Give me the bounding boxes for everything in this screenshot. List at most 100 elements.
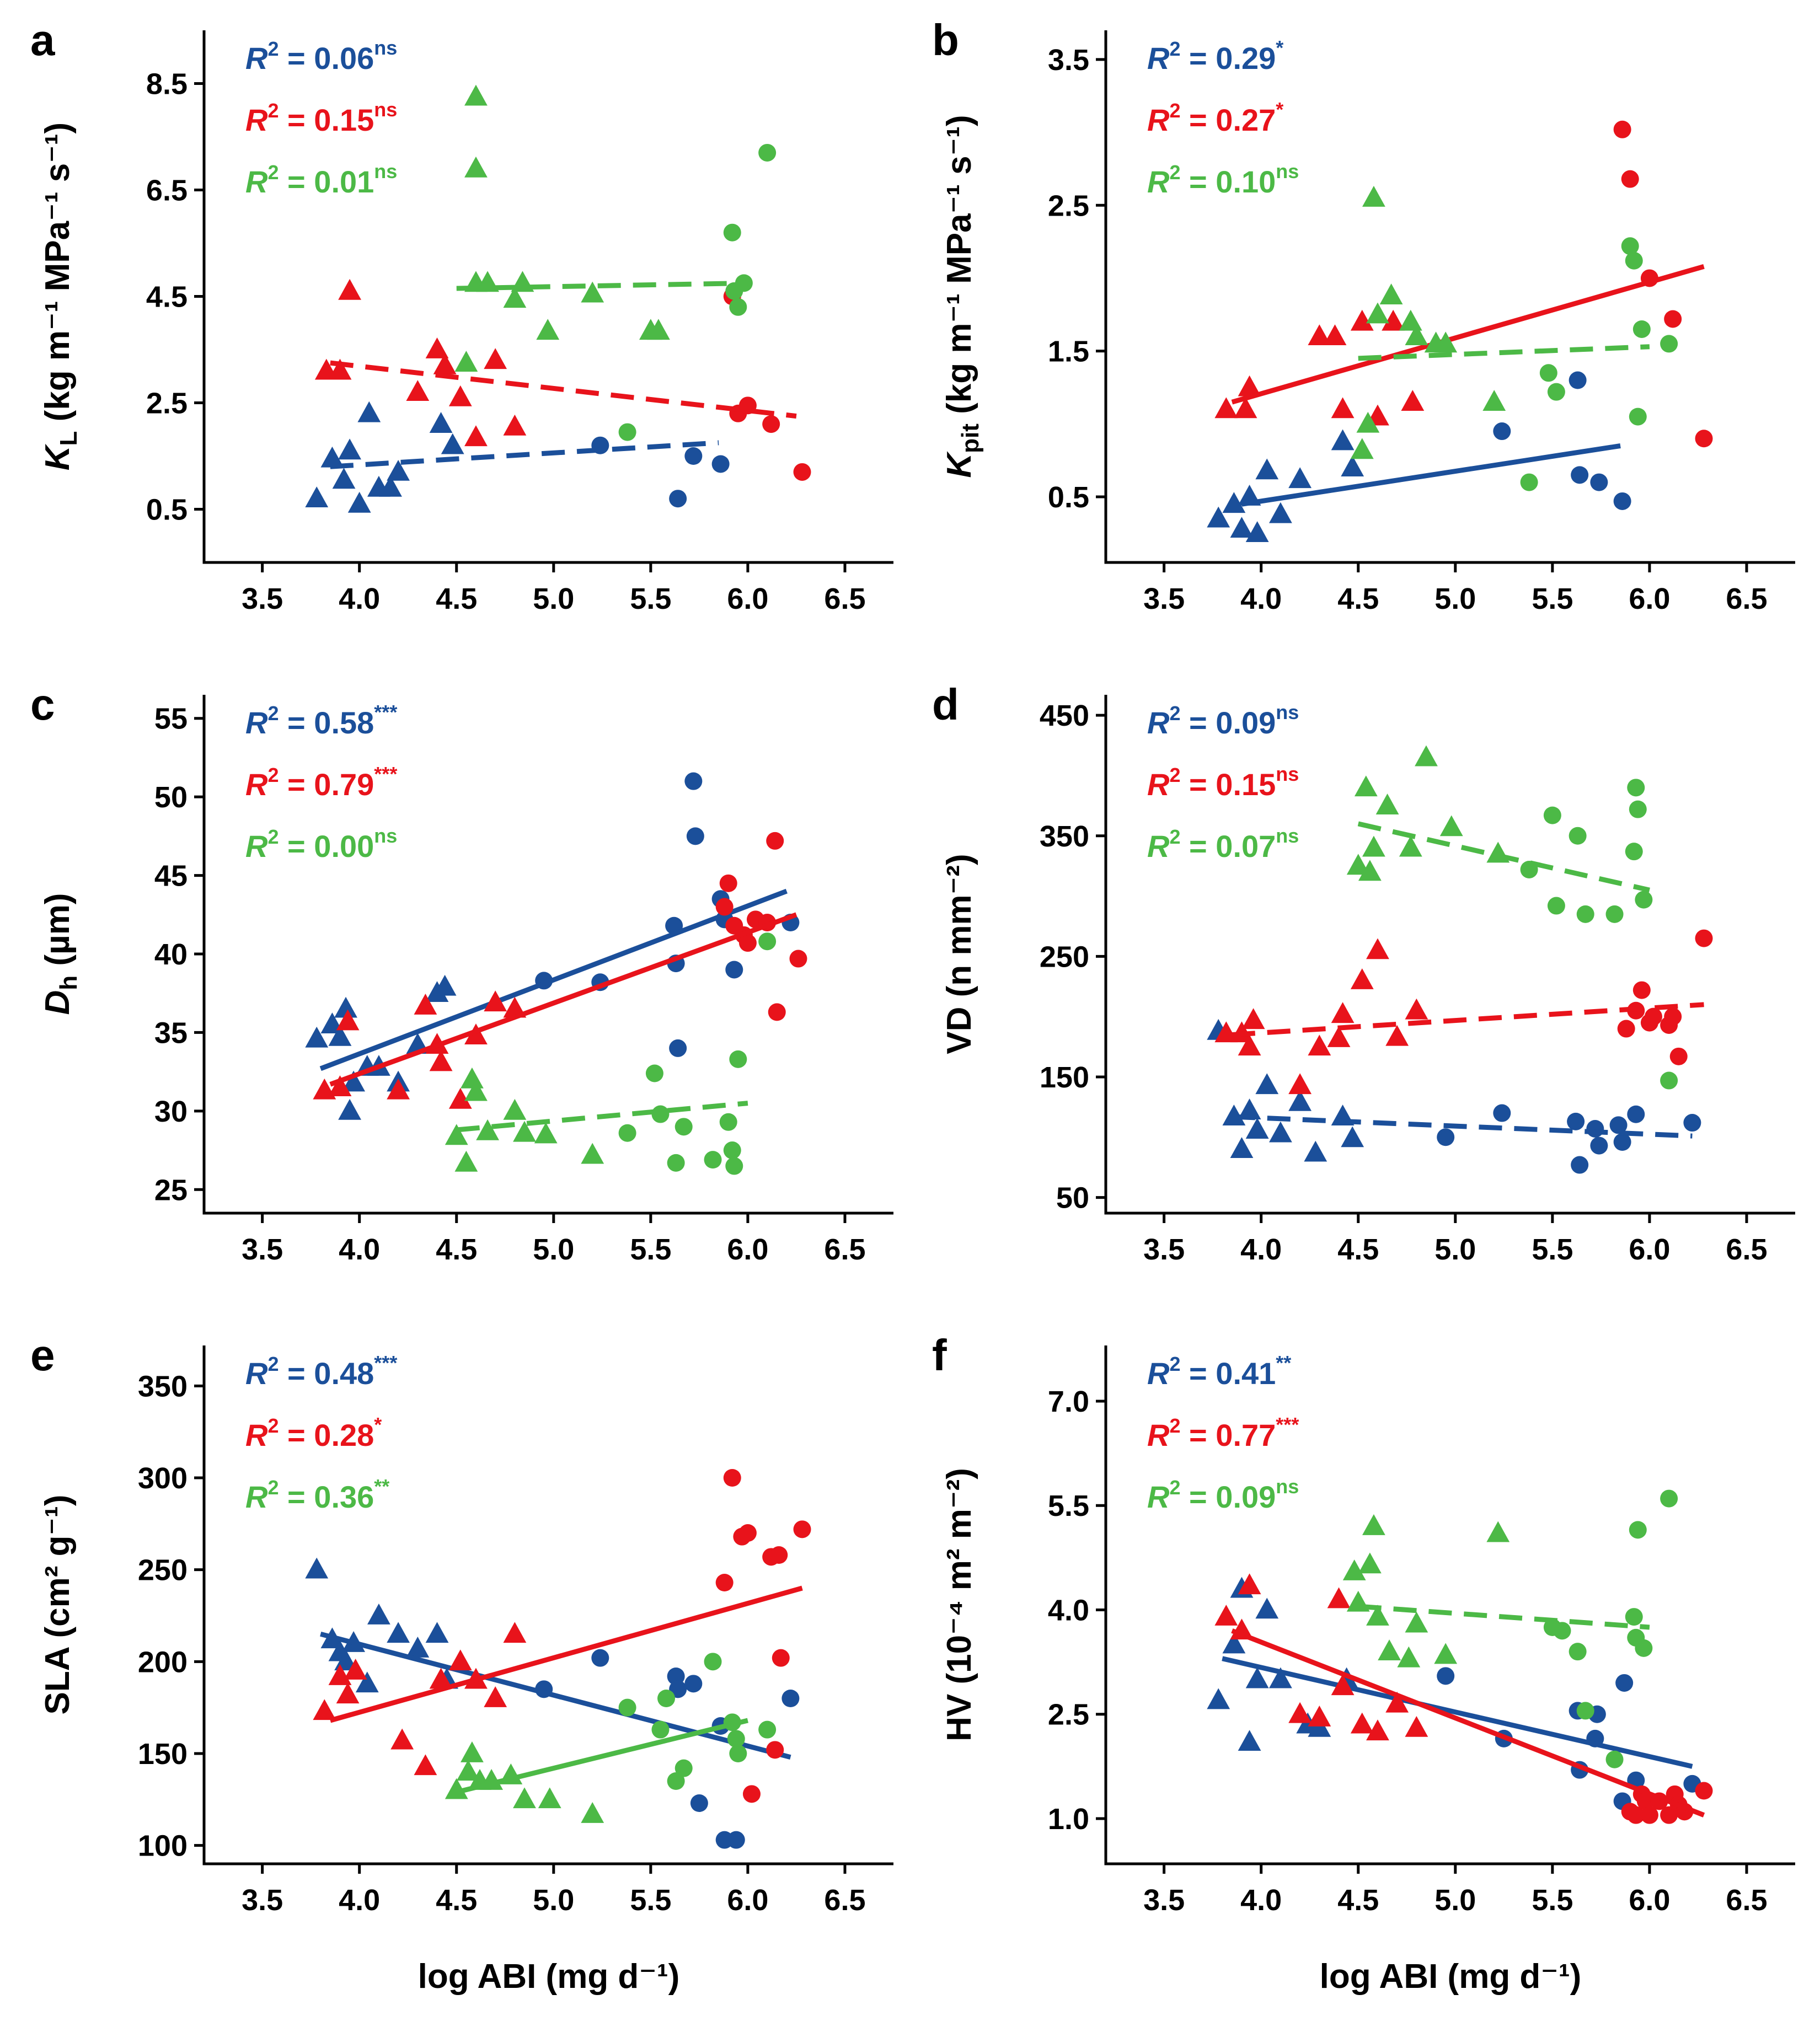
- panel-label: c: [30, 680, 55, 729]
- circle-point: [1627, 1806, 1645, 1824]
- triangle-point: [464, 84, 488, 106]
- triangle-point: [1358, 860, 1382, 881]
- x-tick-label: 5.5: [1532, 1233, 1573, 1266]
- triangle-point: [484, 348, 507, 369]
- triangle-point: [1341, 1126, 1364, 1148]
- circle-point: [781, 1690, 800, 1707]
- triangle-point: [1350, 968, 1374, 989]
- circle-point: [762, 415, 780, 433]
- circle-point: [1609, 1116, 1628, 1134]
- x-tick-label: 5.5: [630, 1233, 671, 1266]
- triangle-point: [355, 1671, 379, 1693]
- triangle-point: [336, 1682, 360, 1704]
- y-tick-label: 300: [138, 1462, 188, 1495]
- circle-point: [1493, 422, 1511, 441]
- triangle-point: [320, 446, 344, 468]
- x-tick-label: 6.0: [727, 1233, 768, 1266]
- y-tick-label: 45: [154, 860, 188, 893]
- axes-frame: [1104, 30, 1795, 564]
- triangle-point: [414, 994, 437, 1015]
- r2-annotation-blue: R2 = 0.41**: [1147, 1352, 1291, 1391]
- triangle-point: [1245, 1667, 1269, 1688]
- triangle-point: [1214, 1605, 1238, 1626]
- circle-point: [667, 1772, 685, 1790]
- triangle-point: [1245, 521, 1269, 542]
- x-tick-label: 6.5: [824, 1233, 865, 1266]
- triangle-point: [313, 1699, 336, 1720]
- triangle-point: [538, 1787, 561, 1809]
- triangle-point: [536, 319, 560, 340]
- r2-annotation-red: R2 = 0.15ns: [245, 98, 397, 137]
- x-tick-label: 5.0: [1434, 1233, 1476, 1266]
- triangle-point: [387, 459, 410, 481]
- fit-line: [330, 440, 719, 469]
- triangle-point: [332, 468, 356, 489]
- triangle-point: [1356, 411, 1380, 433]
- circle-point: [1613, 1133, 1631, 1151]
- circle-point: [1632, 981, 1651, 999]
- circle-point: [651, 1720, 670, 1739]
- series-red: [313, 832, 807, 1109]
- panel-e: 3.5 4.0 4.5 5.0 5.5 6.0 6.5 100 150 200 250 300 350 e…: [30, 1331, 893, 1996]
- axes-frame: [202, 30, 893, 564]
- x-tick-label: 4.0: [339, 1884, 380, 1917]
- triangle-point: [1362, 1514, 1385, 1535]
- triangle-point: [425, 337, 449, 358]
- circle-point: [727, 1730, 745, 1748]
- triangle-point: [387, 1078, 410, 1100]
- fit-line: [1231, 1628, 1705, 1817]
- triangle-point: [305, 1557, 329, 1579]
- triangle-point: [305, 1026, 329, 1048]
- triangle-point: [464, 1080, 488, 1101]
- triangle-point: [379, 475, 402, 497]
- x-tick-label: 6.5: [824, 1884, 865, 1917]
- circle-point: [1576, 1702, 1594, 1720]
- triangle-point: [328, 1075, 352, 1096]
- triangle-point: [448, 1087, 472, 1109]
- triangle-point: [1350, 1712, 1374, 1734]
- y-tick-label: 25: [154, 1173, 188, 1207]
- y-tick-label: 2.5: [1048, 189, 1089, 222]
- triangle-point: [1350, 438, 1374, 459]
- triangle-point: [454, 1150, 478, 1172]
- circle-point: [1627, 1105, 1645, 1123]
- triangle-point: [1346, 854, 1370, 875]
- x-tick-label: 4.5: [436, 1233, 477, 1266]
- panel-c: 3.5 4.0 4.5 5.0 5.5 6.0 6.5 25 30 35 40 45 50 55 c Dh (…: [30, 680, 893, 1266]
- triangle-point: [1308, 1034, 1331, 1056]
- y-axis-label: Dh (µm): [39, 893, 82, 1015]
- y-tick-label: 30: [154, 1095, 188, 1128]
- r2-annotation-red: R2 = 0.79***: [245, 763, 397, 802]
- axes-frame: [202, 1345, 893, 1865]
- triangle-point: [328, 358, 352, 380]
- triangle-point: [1331, 1674, 1355, 1696]
- triangle-point: [441, 433, 464, 454]
- triangle-point: [448, 385, 472, 406]
- r2-annotation-green: R2 = 0.09ns: [1147, 1475, 1299, 1514]
- circle-point: [1695, 929, 1713, 947]
- triangle-point: [387, 1622, 410, 1643]
- triangle-point: [476, 1119, 499, 1140]
- x-tick-label: 6.5: [1726, 1884, 1767, 1917]
- triangle-point: [454, 351, 478, 372]
- y-tick-label: 35: [154, 1016, 188, 1049]
- circle-point: [1625, 1608, 1643, 1626]
- circle-point: [1629, 408, 1647, 426]
- series-green: [454, 84, 777, 441]
- circle-point: [1625, 843, 1643, 861]
- triangle-point: [581, 1802, 604, 1823]
- series-red: [1214, 120, 1713, 448]
- y-tick-label: 150: [1040, 1061, 1089, 1094]
- fit-line: [1241, 443, 1621, 507]
- circle-point: [1695, 430, 1713, 448]
- x-tick-label: 6.5: [1726, 582, 1767, 615]
- triangle-point: [1230, 1137, 1254, 1158]
- circle-point: [1539, 364, 1557, 382]
- triangle-point: [1234, 397, 1257, 419]
- r2-annotation-blue: R2 = 0.48***: [245, 1352, 397, 1391]
- triangle-point: [464, 156, 488, 178]
- triangle-point: [1207, 506, 1230, 528]
- triangle-point: [1323, 324, 1347, 346]
- fit-line: [456, 1101, 748, 1133]
- y-tick-label: 150: [138, 1738, 188, 1771]
